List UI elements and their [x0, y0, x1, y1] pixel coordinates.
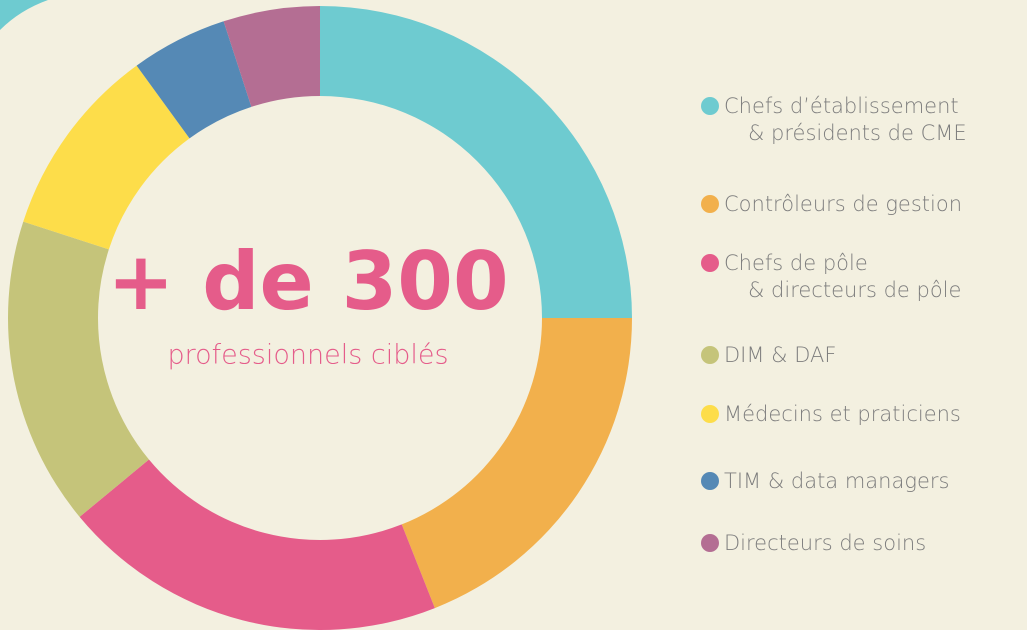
- legend: Chefs d’établissement & présidents de CME…: [701, 94, 967, 555]
- legend-label: Contrôleurs de gestion: [724, 192, 962, 216]
- legend-swatch: [701, 254, 719, 272]
- legend-label: Directeurs de soins: [724, 531, 926, 555]
- legend-label: Médecins et praticiens: [724, 402, 961, 426]
- center-title: + de 300: [107, 235, 508, 328]
- legend-label: Chefs d’établissement: [724, 94, 959, 118]
- legend-swatch: [701, 346, 719, 364]
- donut-segment: [23, 65, 190, 250]
- legend-swatch: [701, 195, 719, 213]
- donut-segment: [136, 21, 252, 139]
- legend-label: & directeurs de pôle: [748, 278, 961, 302]
- legend-label: & présidents de CME: [748, 121, 967, 145]
- donut: [8, 6, 632, 630]
- corner-decoration: [0, 0, 48, 30]
- legend-swatch: [701, 97, 719, 115]
- legend-label: Chefs de pôle: [724, 251, 868, 275]
- donut-segment: [223, 6, 320, 107]
- donut-segment: [401, 318, 632, 609]
- donut-segment: [320, 6, 632, 318]
- center-subtitle: professionnels ciblés: [167, 340, 448, 371]
- donut-segment: [79, 459, 435, 630]
- legend-swatch: [701, 472, 719, 490]
- donut-segment: [8, 221, 149, 517]
- legend-swatch: [701, 405, 719, 423]
- legend-label: TIM & data managers: [724, 469, 949, 493]
- legend-label: DIM & DAF: [724, 343, 836, 367]
- legend-swatch: [701, 534, 719, 552]
